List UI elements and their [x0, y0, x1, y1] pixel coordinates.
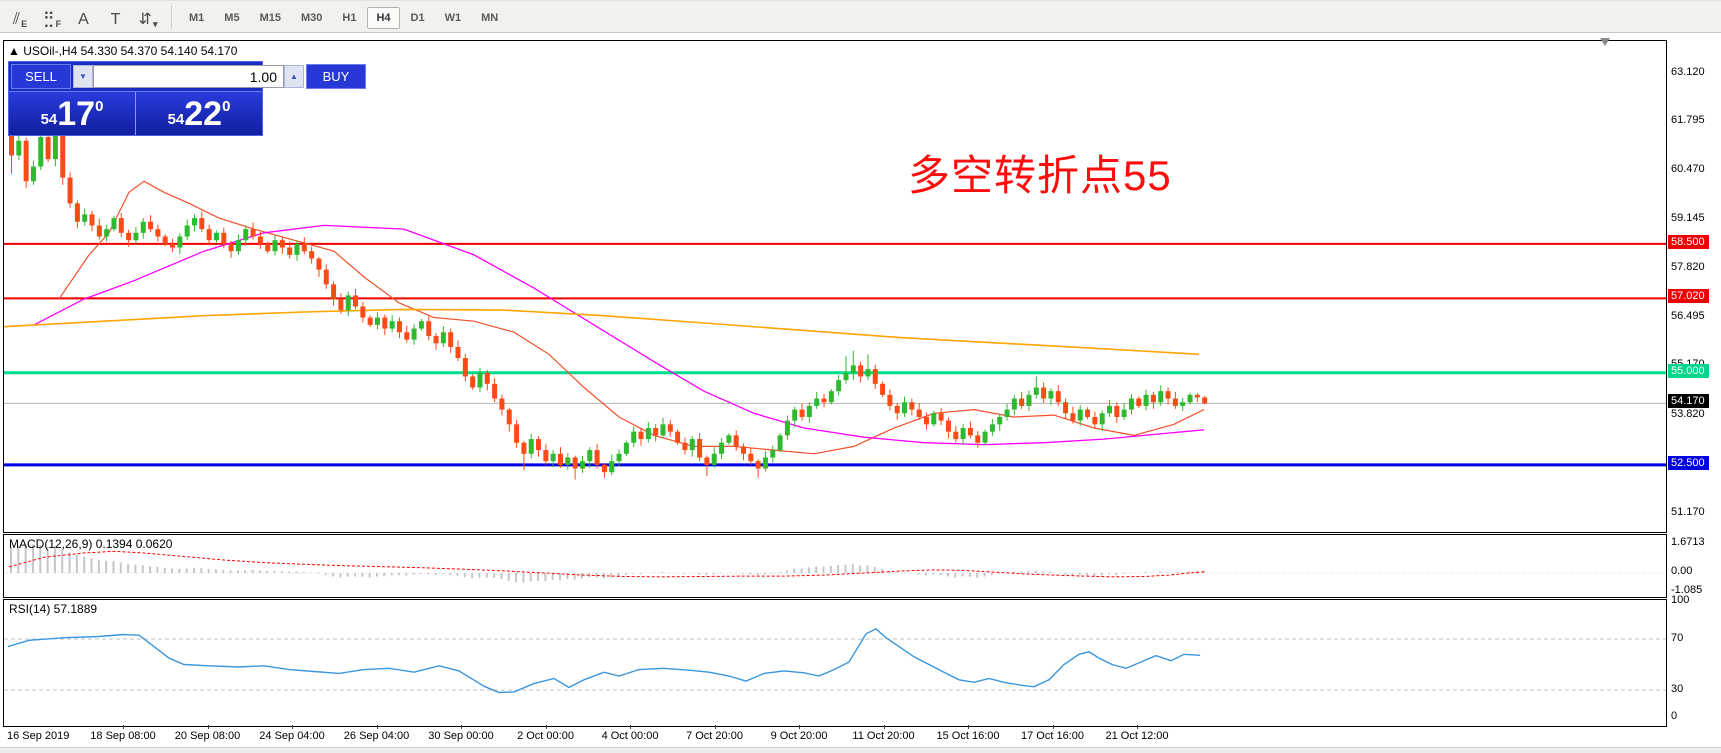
text-tool-icon[interactable]: A [78, 10, 89, 28]
timeframe-button-m5[interactable]: M5 [224, 11, 240, 24]
date-tick [968, 725, 969, 729]
date-label: 20 Sep 08:00 [174, 730, 241, 742]
date-label: 21 Oct 12:00 [1105, 730, 1169, 742]
top-toolbar: ⫽ E ⣛ F A T ⇵ ▾ M1 M5 M15 M30 H1 H4 D1 W1 MN [0, 0, 1721, 33]
date-tick [461, 725, 462, 729]
rsi-indicator-label: RSI(14) 57.1889 [9, 602, 98, 616]
rsi-tick-label: 100 [1671, 593, 1690, 606]
chart-title: ▲ USOil-,H4 54.330 54.370 54.140 54.170 [8, 44, 237, 58]
date-tick [376, 725, 378, 729]
sell-price-point: 0 [95, 98, 104, 115]
date-tick [630, 725, 631, 729]
timeframe-button-h4[interactable]: H4 [367, 6, 400, 29]
price-tick-label: 57.820 [1671, 260, 1705, 273]
date-tick [714, 725, 716, 729]
drawing-tools-group: ⫽ E ⣛ F A T ⇵ ▾ [4, 4, 164, 30]
macd-indicator-label: MACD(12,26,9) 0.1394 0.0620 [9, 537, 173, 551]
status-strip [0, 747, 1721, 753]
ohlc-values: 54.330 54.370 54.140 54.170 [80, 44, 238, 58]
chart-shift-marker-icon[interactable] [1600, 38, 1610, 46]
price-tag-54.170: 54.170 [1668, 394, 1709, 409]
arrow-objects-icon[interactable]: ⇵ ▾ [138, 10, 158, 29]
equidistant-channel-icon[interactable]: ⫽ E [12, 10, 28, 29]
volume-decrease-button[interactable]: ▼ [73, 65, 93, 88]
date-label: 30 Sep 00:00 [428, 730, 494, 742]
volume-increase-button[interactable]: ▲ [284, 65, 304, 88]
sell-price-pips: 17 [57, 94, 96, 133]
symbol-period-label: USOil-,H4 [23, 44, 78, 58]
price-tick-label: 51.170 [1671, 505, 1705, 518]
buy-price-pips: 22 [184, 94, 223, 133]
price-tick-label: 59.145 [1671, 212, 1705, 225]
date-tick [883, 725, 885, 729]
date-tick [1052, 725, 1054, 729]
date-tick [123, 725, 124, 729]
toolbar-separator [171, 4, 172, 29]
date-tick [1137, 725, 1138, 729]
date-tick [799, 725, 800, 729]
one-click-trading-panel: SELL ▼ ▲ BUY 54 17 0 54 22 0 [8, 61, 366, 136]
date-label: 18 Sep 08:00 [90, 730, 156, 742]
price-tick-label: 63.120 [1671, 65, 1705, 78]
chart-annotation-text: 多空转折点55 [908, 152, 1172, 199]
date-label: 17 Oct 16:00 [1021, 730, 1084, 742]
timeframe-button-h1[interactable]: H1 [342, 11, 357, 24]
price-tag-58.500: 58.500 [1668, 234, 1709, 249]
date-label: 7 Oct 20:00 [686, 730, 743, 742]
buy-price-whole: 54 [167, 111, 185, 128]
rsi-pane[interactable] [3, 599, 1667, 727]
macd-tick-label: 1.6713 [1671, 535, 1705, 548]
macd-tick-label: -1.085 [1671, 583, 1703, 596]
macd-tick-label: 0.00 [1671, 565, 1693, 577]
rsi-tick-label: 0 [1671, 710, 1678, 722]
date-label: 11 Oct 20:00 [852, 730, 915, 742]
rsi-tick-label: 30 [1671, 683, 1684, 695]
rsi-tick-label: 70 [1671, 632, 1684, 644]
price-tag-57.020: 57.020 [1668, 289, 1709, 304]
sell-price-display[interactable]: 54 17 0 [9, 92, 135, 135]
date-tick [292, 725, 293, 729]
price-tick-label: 53.820 [1671, 408, 1705, 421]
date-axis[interactable]: 16 Sep 2019 18 Sep 08:00 20 Sep 08:00 24 Se… [3, 725, 1665, 747]
price-tick-label: 56.495 [1671, 309, 1705, 322]
timeframe-group: M1 M5 M15 M30 H1 H4 D1 W1 MN [179, 6, 508, 29]
sell-price-whole: 54 [40, 111, 58, 128]
macd-pane[interactable] [3, 534, 1667, 598]
timeframe-button-m30[interactable]: M30 [300, 11, 323, 24]
timeframe-button-m1[interactable]: M1 [189, 11, 205, 24]
volume-input[interactable] [93, 65, 284, 88]
timeframe-button-w1[interactable]: W1 [444, 11, 462, 24]
fibonacci-retracement-icon[interactable]: ⣛ F [42, 10, 62, 29]
date-label: 4 Oct 00:00 [601, 730, 659, 742]
date-label: 15 Oct 16:00 [936, 730, 1000, 742]
sell-button[interactable]: SELL [11, 64, 71, 89]
date-label: 2 Oct 00:00 [517, 730, 574, 742]
timeframe-button-m15[interactable]: M15 [259, 11, 281, 24]
date-label: 26 Sep 04:00 [343, 730, 410, 742]
text-label-icon[interactable]: T [110, 10, 121, 28]
price-tick-label: 60.470 [1671, 163, 1705, 176]
buy-price-display[interactable]: 54 22 0 [135, 92, 262, 135]
date-label: 24 Sep 04:00 [259, 730, 325, 742]
date-label: 16 Sep 2019 [7, 730, 70, 742]
main-chart-pane[interactable] [3, 40, 1667, 533]
date-tick [207, 725, 209, 729]
price-tag-52.500: 52.500 [1668, 455, 1709, 470]
price-tag-55.000: 55.000 [1668, 363, 1709, 378]
buy-button[interactable]: BUY [306, 64, 366, 89]
price-axis[interactable]: 63.12061.79560.47059.14557.82056.49555.1… [1666, 0, 1721, 752]
collapse-marker-icon[interactable]: ▲ [8, 44, 20, 58]
timeframe-button-d1[interactable]: D1 [410, 11, 425, 24]
date-tick [545, 725, 547, 729]
date-label: 9 Oct 20:00 [770, 730, 828, 742]
price-tick-label: 61.795 [1671, 114, 1705, 127]
buy-price-point: 0 [222, 98, 231, 115]
timeframe-button-mn[interactable]: MN [481, 11, 499, 24]
